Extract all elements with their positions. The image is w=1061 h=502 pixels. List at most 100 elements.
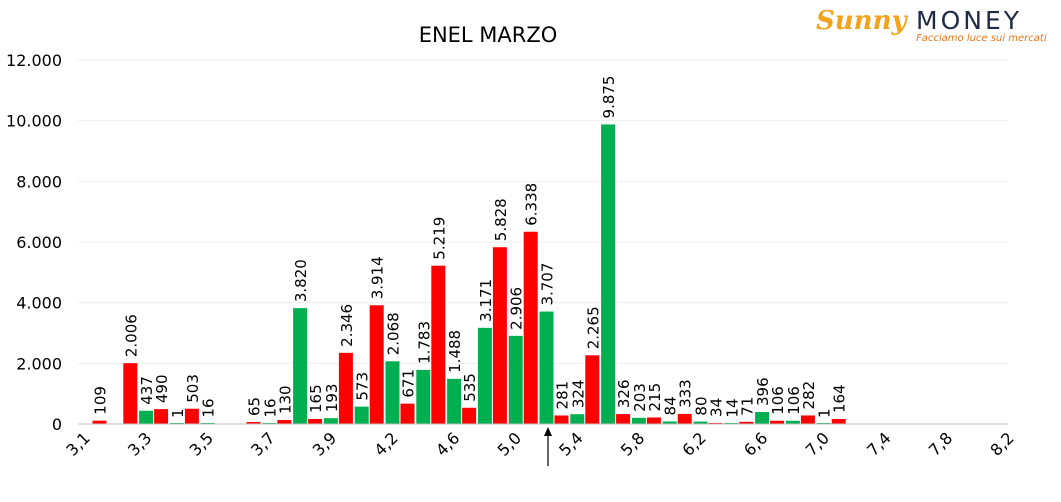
data-label: 84: [662, 396, 680, 415]
bar: [139, 410, 154, 424]
x-tick-label: 6,6: [740, 428, 771, 459]
bar: [447, 378, 462, 424]
bar: [308, 418, 323, 424]
bar: [554, 415, 569, 424]
bar: [831, 419, 846, 424]
data-label: 106: [785, 386, 803, 415]
data-label: 3.171: [477, 279, 495, 322]
bar: [293, 308, 308, 424]
bar: [246, 422, 261, 424]
x-tick-label: 7,0: [802, 428, 833, 459]
chart-title: ENEL MARZO: [419, 23, 558, 47]
bar: [755, 411, 770, 424]
logo-tagline: Facciamo luce sui mercati: [916, 33, 1047, 44]
bar: [570, 414, 585, 424]
data-label: 333: [677, 379, 695, 408]
x-tick-label: 3,9: [309, 428, 340, 459]
data-label: 671: [400, 369, 418, 398]
data-label: 326: [615, 379, 633, 408]
bar: [646, 417, 661, 424]
bar: [508, 335, 523, 424]
bar: [693, 421, 708, 424]
bar: [770, 420, 785, 424]
x-axis: 3,1 3,3 3,5 3,7 3,9 4,2 4,6 5,0 5,4 5,8 6,2 6,6 7,0 7…: [62, 423, 1018, 460]
data-label: 215: [646, 383, 664, 412]
y-tick-label: 12.000: [6, 51, 62, 70]
x-tick-label: 6,2: [678, 428, 709, 459]
data-label: 535: [461, 373, 479, 402]
data-label: 71: [738, 397, 756, 416]
marker-arrowhead: [544, 427, 552, 436]
bar: [92, 420, 107, 424]
data-label: 165: [307, 384, 325, 413]
x-tick-label: 5,8: [617, 428, 648, 459]
sunny-money-logo: Sunny MONEY Facciamo luce sui mercati: [812, 4, 1052, 44]
data-label: 3.707: [539, 263, 557, 306]
data-label: 1.783: [415, 321, 433, 364]
y-tick-label: 6.000: [16, 233, 62, 252]
x-tick-label: 7,8: [925, 428, 956, 459]
bar: [477, 327, 492, 424]
bar: [492, 247, 507, 424]
logo-sunny-text: Sunny: [816, 6, 907, 36]
data-label: 5.828: [492, 198, 510, 241]
data-label: 1.488: [446, 330, 464, 373]
bar: [631, 417, 646, 424]
data-label: 164: [831, 384, 849, 413]
x-tick-label: 5,4: [555, 428, 586, 459]
data-label: 5.219: [430, 217, 448, 260]
y-tick-label: 10.000: [6, 112, 62, 131]
data-label: 6.338: [523, 183, 541, 226]
gridlines: [78, 59, 1008, 364]
bar: [601, 124, 616, 424]
bar: [662, 421, 677, 424]
bars: [92, 124, 846, 424]
logo-money-text: MONEY: [916, 6, 1023, 35]
x-tick-label: 4,6: [432, 428, 463, 459]
bar: [416, 369, 431, 424]
bar: [184, 408, 199, 424]
x-tick-label: 3,7: [247, 428, 278, 459]
bar: [354, 406, 369, 424]
data-label: 109: [92, 386, 110, 415]
bar: [323, 418, 338, 424]
y-tick-label: 0: [52, 415, 62, 434]
data-label: 396: [754, 377, 772, 406]
data-label: 2.346: [338, 304, 356, 347]
data-label: 203: [631, 383, 649, 412]
bar: [462, 407, 477, 424]
data-label: 437: [138, 376, 156, 405]
bar: [431, 265, 446, 424]
bar: [277, 420, 292, 424]
data-label: 490: [153, 374, 171, 403]
x-tick-label: 3,5: [186, 428, 217, 459]
data-label: 2.006: [122, 314, 140, 357]
data-label: 3.914: [369, 256, 387, 299]
bar: [616, 414, 631, 424]
bar: [123, 363, 138, 424]
current-price-marker: [544, 427, 552, 466]
y-tick-label: 2.000: [16, 354, 62, 373]
bar: [400, 403, 415, 424]
x-tick-label: 3,3: [124, 428, 155, 459]
data-label: 34: [708, 398, 726, 417]
data-label: 1: [816, 408, 834, 418]
bar: [708, 422, 723, 424]
bar: [338, 352, 353, 424]
data-label: 130: [276, 385, 294, 414]
bar: [785, 420, 800, 424]
data-label: 281: [554, 381, 572, 410]
data-label: 106: [769, 386, 787, 415]
x-tick-label: 3,1: [62, 428, 93, 459]
bar: [677, 413, 692, 424]
data-labels: 437 1 16 16 3.820 193 573 2.068 1.783 1.488 3.171 2…: [92, 76, 849, 418]
bar: [800, 415, 815, 424]
data-label: 16: [200, 398, 218, 417]
bar: [385, 361, 400, 424]
x-tick-label: 5,0: [494, 428, 525, 459]
data-label: 14: [723, 398, 741, 417]
data-label: 2.265: [584, 306, 602, 349]
data-label: 65: [246, 397, 264, 416]
data-label: 573: [354, 372, 372, 401]
